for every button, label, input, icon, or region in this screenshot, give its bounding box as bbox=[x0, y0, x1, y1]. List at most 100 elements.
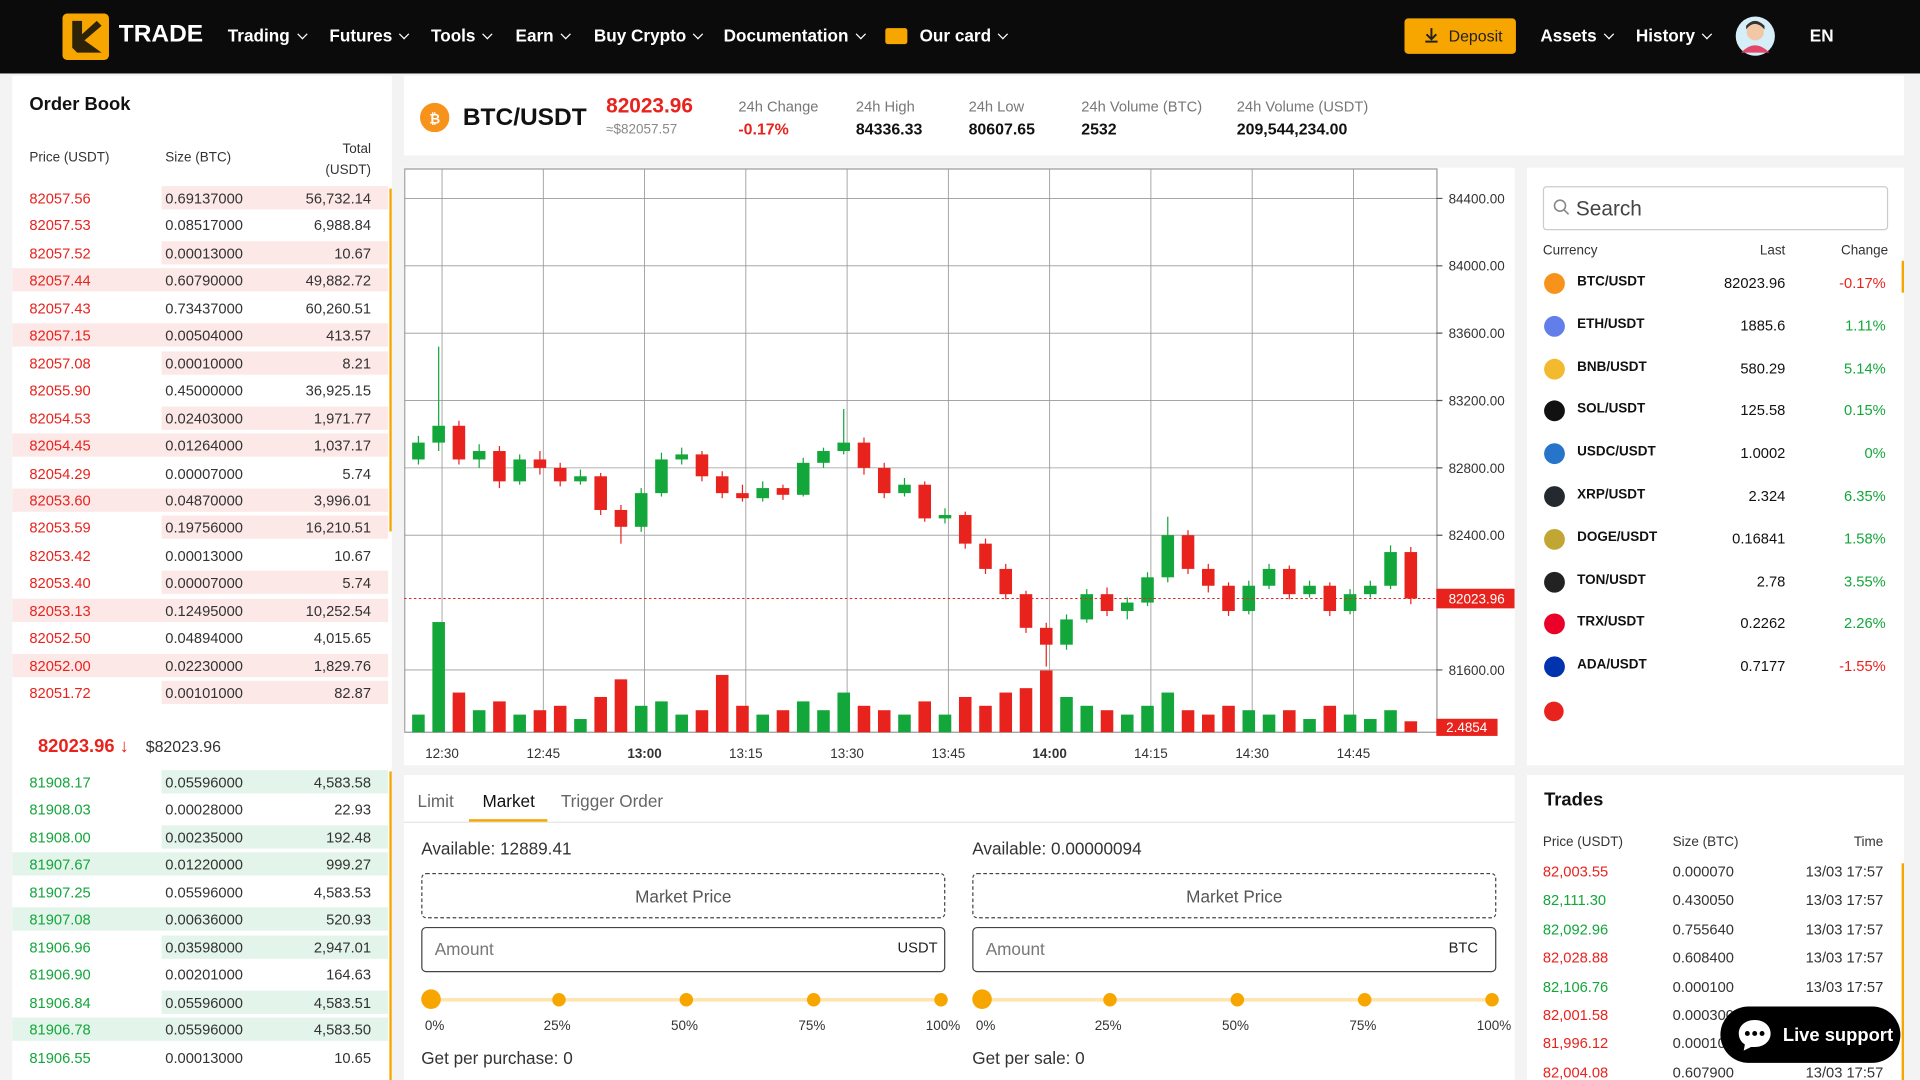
slider-dot[interactable] bbox=[679, 993, 694, 1007]
last: 2.78 bbox=[1756, 572, 1786, 590]
price[interactable]: 82054.29 bbox=[29, 464, 91, 482]
x-tick-label: 13:15 bbox=[729, 746, 763, 761]
column-header: Change bbox=[1840, 243, 1889, 259]
stat-value: 2532 bbox=[1081, 120, 1117, 139]
tab[interactable]: Market bbox=[482, 791, 535, 811]
size: 0.05596000 bbox=[165, 883, 243, 901]
price[interactable]: 81907.67 bbox=[29, 856, 91, 874]
price[interactable]: 82057.43 bbox=[29, 299, 91, 317]
slider-dot[interactable] bbox=[1357, 993, 1372, 1007]
candle-body bbox=[1262, 568, 1276, 586]
candle-body bbox=[1161, 535, 1175, 578]
language[interactable]: EN bbox=[1809, 25, 1834, 46]
slider-dot[interactable] bbox=[972, 989, 992, 1009]
slider-dot[interactable] bbox=[421, 989, 441, 1009]
trade-time: 13/03 17:57 bbox=[1805, 863, 1884, 881]
tab[interactable]: Trigger Order bbox=[560, 791, 664, 811]
price[interactable]: 82055.90 bbox=[29, 382, 91, 400]
price[interactable]: 81906.78 bbox=[29, 1021, 91, 1039]
amount-box[interactable] bbox=[421, 926, 946, 973]
coin-icon bbox=[1544, 273, 1565, 294]
pair[interactable]: BTC/USDT bbox=[1577, 274, 1646, 289]
price[interactable]: 82054.45 bbox=[29, 437, 91, 455]
price[interactable]: 81906.96 bbox=[29, 938, 91, 956]
price[interactable]: 82057.15 bbox=[29, 327, 91, 345]
size: 0.00101000 bbox=[165, 684, 243, 702]
price[interactable]: 81907.08 bbox=[29, 911, 91, 929]
slider-dot[interactable] bbox=[552, 993, 566, 1007]
size: 0.00028000 bbox=[165, 801, 243, 819]
nav-item[interactable]: Our card bbox=[920, 26, 1007, 46]
price[interactable]: 82053.60 bbox=[29, 492, 91, 510]
last: 0.7177 bbox=[1740, 657, 1786, 675]
nav-item[interactable]: Buy Crypto bbox=[594, 26, 702, 46]
live-support-label[interactable]: Live support bbox=[1782, 1024, 1894, 1046]
amount-box[interactable] bbox=[972, 926, 1497, 973]
pair[interactable]: DOGE/USDT bbox=[1577, 529, 1658, 545]
price[interactable]: 82051.72 bbox=[29, 684, 91, 702]
pair[interactable]: ETH/USDT bbox=[1577, 316, 1645, 332]
price[interactable]: 81906.84 bbox=[29, 993, 91, 1011]
nav-item[interactable]: Trading bbox=[228, 26, 306, 46]
brand[interactable]: TRADE bbox=[118, 20, 204, 48]
price[interactable]: 82052.00 bbox=[29, 657, 91, 675]
slider-dot[interactable] bbox=[1230, 993, 1245, 1007]
price[interactable]: 82057.53 bbox=[29, 217, 91, 235]
nav-item[interactable]: Documentation bbox=[724, 26, 865, 46]
price[interactable]: 82057.56 bbox=[29, 189, 91, 207]
price[interactable]: 82053.59 bbox=[29, 519, 91, 537]
y-tick-label: 84400.00 bbox=[1449, 191, 1505, 206]
nav-item[interactable]: History bbox=[1636, 26, 1711, 46]
candle-body bbox=[1080, 594, 1094, 620]
price[interactable]: 82053.42 bbox=[29, 547, 91, 565]
slider-dot[interactable] bbox=[806, 993, 821, 1007]
price[interactable]: 82057.44 bbox=[29, 272, 91, 290]
pair[interactable]: BNB/USDT bbox=[1577, 359, 1647, 375]
deposit-button[interactable] bbox=[1404, 18, 1516, 54]
pair[interactable]: ADA/USDT bbox=[1577, 657, 1647, 673]
tab[interactable]: Limit bbox=[417, 791, 454, 811]
price[interactable]: 81908.03 bbox=[29, 801, 91, 819]
nav-item[interactable]: Earn bbox=[516, 26, 570, 46]
candle-body bbox=[472, 451, 486, 460]
stat-value: -0.17% bbox=[738, 120, 789, 139]
trade-price: 82,092.96 bbox=[1542, 920, 1609, 938]
search-box[interactable] bbox=[1542, 186, 1889, 231]
price[interactable]: 81908.00 bbox=[29, 828, 91, 846]
pair[interactable]: TRX/USDT bbox=[1577, 615, 1645, 630]
price[interactable]: 81908.17 bbox=[29, 773, 91, 792]
candle-body bbox=[715, 476, 729, 494]
search-placeholder[interactable]: Search bbox=[1575, 197, 1642, 221]
slider-label: 50% bbox=[1222, 1018, 1250, 1034]
nav-item[interactable]: Assets bbox=[1540, 26, 1612, 46]
price[interactable]: 82052.50 bbox=[29, 629, 91, 647]
nav-item[interactable]: Tools bbox=[431, 26, 491, 46]
deposit-label[interactable]: Deposit bbox=[1448, 26, 1503, 46]
price[interactable]: 82057.08 bbox=[29, 354, 91, 372]
price[interactable]: 81906.55 bbox=[29, 1048, 91, 1066]
volume-bar bbox=[1303, 719, 1316, 733]
nav-item[interactable]: Futures bbox=[329, 26, 408, 46]
slider-dot[interactable] bbox=[1103, 993, 1117, 1007]
price[interactable]: 81906.90 bbox=[29, 966, 91, 984]
pair[interactable]: TON/USDT bbox=[1577, 572, 1646, 588]
avatar[interactable] bbox=[1735, 16, 1775, 56]
change: 0.15% bbox=[1844, 402, 1886, 420]
slider-dot[interactable] bbox=[934, 993, 948, 1007]
candle-body bbox=[999, 568, 1013, 595]
slider-dot[interactable] bbox=[1485, 993, 1499, 1007]
last: 1885.6 bbox=[1740, 316, 1786, 335]
total: 5.74 bbox=[342, 464, 372, 482]
price[interactable]: 82054.53 bbox=[29, 409, 91, 427]
pair[interactable]: USDC/USDT bbox=[1577, 444, 1656, 460]
logo[interactable] bbox=[62, 13, 109, 61]
pair[interactable]: SOL/USDT bbox=[1577, 402, 1646, 417]
price[interactable]: 82057.52 bbox=[29, 244, 91, 262]
pair[interactable]: XRP/USDT bbox=[1577, 487, 1646, 503]
price[interactable]: 82053.40 bbox=[29, 574, 91, 592]
price[interactable]: 82053.13 bbox=[29, 602, 91, 620]
stat-label: 24h Volume (BTC) bbox=[1081, 97, 1203, 116]
candle-body bbox=[614, 509, 628, 527]
candle-body bbox=[432, 425, 445, 443]
price[interactable]: 81907.25 bbox=[29, 883, 91, 901]
